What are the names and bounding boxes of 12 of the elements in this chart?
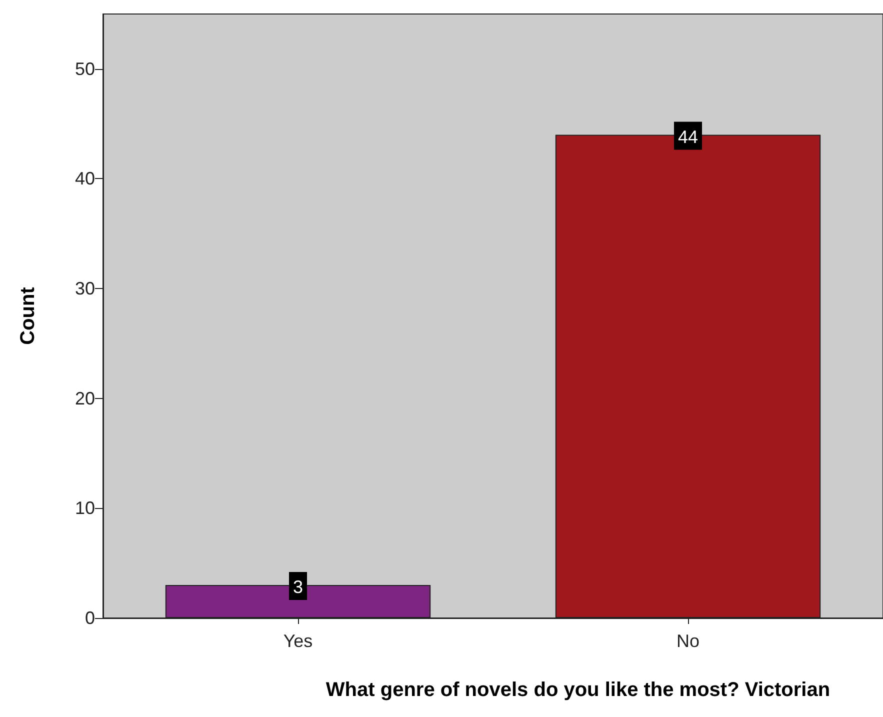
y-tick-label: 0	[84, 608, 95, 628]
y-tick-label: 30	[74, 278, 95, 299]
data-label: 44	[678, 126, 698, 147]
y-tick-label: 50	[74, 58, 95, 79]
data-label: 3	[292, 577, 304, 598]
x-axis-title: What genre of novels do you like the most? Victorian	[326, 679, 830, 701]
y-axis-title: Count	[17, 286, 39, 345]
x-tick-label: Yes	[283, 631, 313, 651]
y-tick-label: 40	[74, 168, 95, 189]
y-tick-label: 10	[74, 498, 95, 518]
x-tick-label: No	[676, 631, 700, 651]
y-tick-label: 20	[74, 388, 95, 408]
